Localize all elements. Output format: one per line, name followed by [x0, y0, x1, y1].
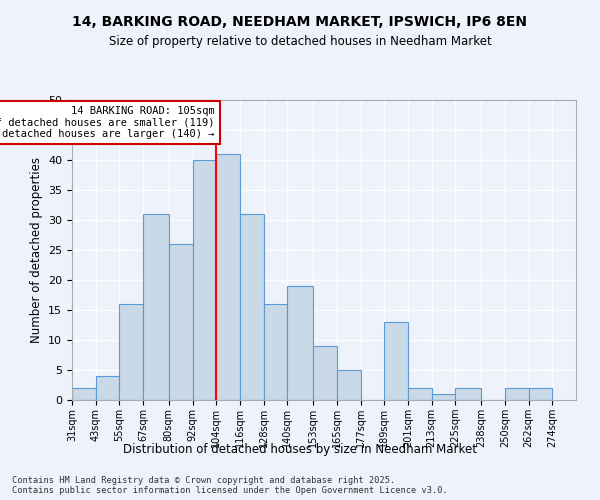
Bar [432, 394, 455, 400]
Text: Contains HM Land Registry data © Crown copyright and database right 2025.
Contai: Contains HM Land Registry data © Crown c… [12, 476, 448, 495]
Bar [264, 304, 287, 400]
Y-axis label: Number of detached properties: Number of detached properties [29, 157, 43, 343]
Bar [143, 214, 169, 400]
Text: 14, BARKING ROAD, NEEDHAM MARKET, IPSWICH, IP6 8EN: 14, BARKING ROAD, NEEDHAM MARKET, IPSWIC… [73, 15, 527, 29]
Bar [455, 388, 481, 400]
Bar [313, 346, 337, 400]
Bar [287, 286, 313, 400]
Text: Size of property relative to detached houses in Needham Market: Size of property relative to detached ho… [109, 35, 491, 48]
Bar [169, 244, 193, 400]
Bar [240, 214, 264, 400]
Bar [96, 376, 119, 400]
Bar [408, 388, 432, 400]
Bar [72, 388, 96, 400]
Text: 14 BARKING ROAD: 105sqm
← 46% of detached houses are smaller (119)
54% of semi-d: 14 BARKING ROAD: 105sqm ← 46% of detache… [0, 106, 214, 139]
Bar [193, 160, 216, 400]
Bar [529, 388, 552, 400]
Bar [505, 388, 529, 400]
Bar [119, 304, 143, 400]
Text: Distribution of detached houses by size in Needham Market: Distribution of detached houses by size … [123, 442, 477, 456]
Bar [216, 154, 240, 400]
Bar [384, 322, 408, 400]
Bar [337, 370, 361, 400]
